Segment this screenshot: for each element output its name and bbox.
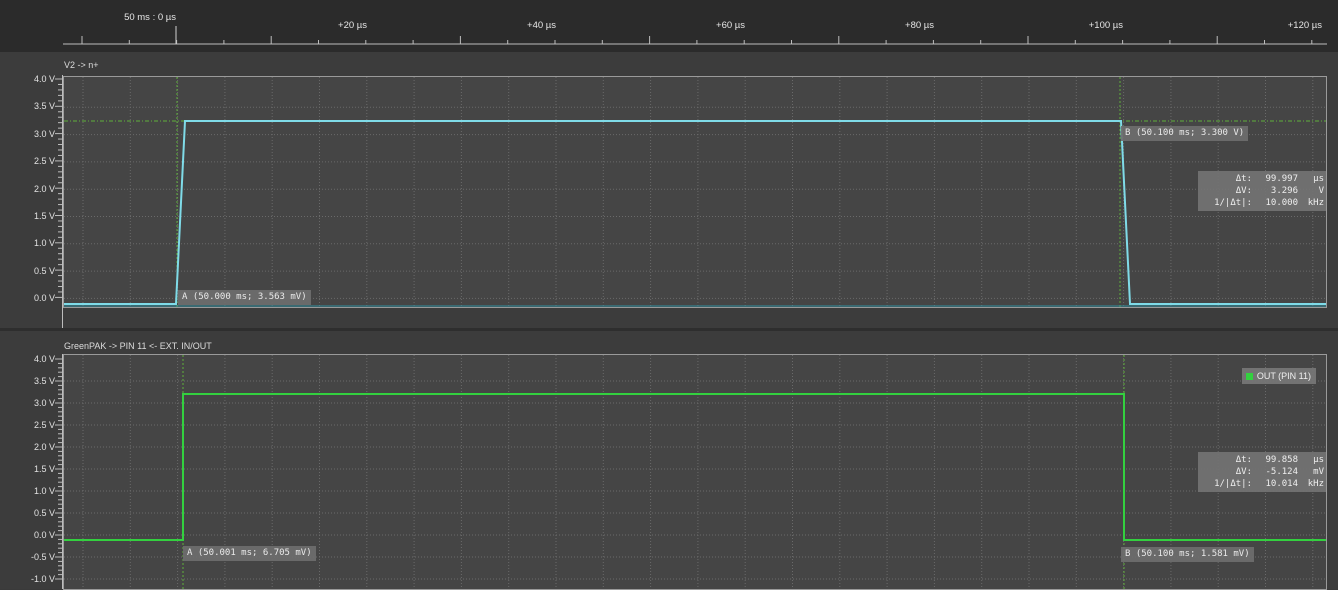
dv-key: ΔV:: [1235, 186, 1252, 196]
dv-unit: mV: [1313, 467, 1324, 477]
time-tick-label: +20 µs: [338, 20, 367, 31]
time-tick-label: +40 µs: [527, 20, 556, 31]
freq-value: 10.014: [1265, 479, 1298, 489]
waveform-trace-line: [64, 120, 1326, 305]
y-tick-label: 3.0 V: [33, 398, 55, 408]
y-tick-label: 1.5 V: [33, 211, 55, 221]
time-ruler-ticks: [63, 26, 1327, 45]
y-tick-label: 0.0 V: [33, 530, 55, 540]
time-tick-label: +80 µs: [905, 20, 934, 31]
y-tick-label: 2.5 V: [33, 420, 55, 430]
legend-swatch: [1245, 372, 1253, 380]
dv-unit: V: [1318, 186, 1324, 196]
panel-divider[interactable]: [0, 328, 1338, 331]
freq-unit: kHz: [1307, 479, 1324, 489]
dt-value: 99.858: [1265, 455, 1298, 465]
cursor-b-label[interactable]: B (50.100 ms; 1.581 mV): [1121, 547, 1254, 562]
time-ruler[interactable]: 50 ms : 0 µs +20 µs +40 µs +60 µs +80 µs…: [0, 0, 1338, 52]
y-tick-label: 2.0 V: [33, 442, 55, 452]
y-tick-label: 1.5 V: [33, 464, 55, 474]
panel-title: GreenPAK -> PIN 11 <- EXT. IN/OUT: [64, 341, 212, 351]
y-axis: 4.0 V 3.5 V 3.0 V 2.5 V 2.0 V 1.5 V 1.0 …: [0, 354, 63, 589]
y-tick-label: 3.5 V: [33, 101, 55, 111]
y-tick-label: 4.0 V: [33, 74, 55, 84]
y-tick-label: 2.0 V: [33, 184, 55, 194]
legend-item[interactable]: OUT (PIN 11): [1241, 368, 1316, 384]
dv-value: -5.124: [1265, 467, 1298, 477]
freq-key: 1/|Δt|:: [1214, 198, 1252, 208]
channel-panel-v2: V2 -> n+ 4.0 V 3.5 V 3.0 V 2.5 V 2.0 V 1…: [0, 52, 1338, 331]
y-axis: 4.0 V 3.5 V 3.0 V 2.5 V 2.0 V 1.5 V 1.0 …: [0, 74, 63, 331]
y-tick-label: -0.5 V: [30, 552, 55, 562]
time-origin-label: 50 ms : 0 µs: [124, 12, 176, 23]
dv-key: ΔV:: [1235, 467, 1252, 477]
time-tick-label: +60 µs: [716, 20, 745, 31]
y-tick-label: 1.0 V: [33, 238, 55, 248]
freq-value: 10.000: [1265, 198, 1298, 208]
dt-key: Δt:: [1235, 455, 1252, 465]
cursor-a-label[interactable]: A (50.001 ms; 6.705 mV): [183, 546, 316, 561]
waveform-trace-line: [64, 393, 1326, 541]
cursor-b-label[interactable]: B (50.100 ms; 3.300 V): [1121, 126, 1249, 141]
y-tick-label: 0.0 V: [33, 293, 55, 303]
y-tick-label: 3.0 V: [33, 129, 55, 139]
cursor-a-label[interactable]: A (50.000 ms; 3.563 mV): [178, 290, 311, 305]
legend-label: OUT (PIN 11): [1256, 371, 1311, 381]
dt-key: Δt:: [1235, 174, 1252, 184]
waveform-plot[interactable]: A (50.000 ms; 3.563 mV) B (50.100 ms; 3.…: [63, 76, 1327, 308]
dt-value: 99.997: [1265, 174, 1298, 184]
channel-panel-greenpak: GreenPAK -> PIN 11 <- EXT. IN/OUT 4.0 V …: [0, 331, 1338, 590]
waveform-trace-v2: [64, 77, 1326, 307]
waveform-plot[interactable]: OUT (PIN 11) A (50.001 ms; 6.705 mV) B (…: [63, 354, 1327, 590]
y-tick-label: -1.0 V: [30, 574, 55, 584]
measurement-box: Δt: 99.858 µs ΔV: -5.124 mV 1/|Δt|: 10.014 kHz: [1198, 452, 1326, 492]
y-tick-label: 4.0 V: [33, 354, 55, 364]
dt-unit: µs: [1313, 455, 1324, 465]
y-tick-label: 0.5 V: [33, 266, 55, 276]
dt-unit: µs: [1313, 174, 1324, 184]
y-tick-label: 0.5 V: [33, 508, 55, 518]
y-tick-label: 1.0 V: [33, 486, 55, 496]
y-tick-label: 3.5 V: [33, 376, 55, 386]
freq-key: 1/|Δt|:: [1214, 479, 1252, 489]
time-tick-label: +100 µs: [1088, 20, 1123, 31]
y-tick-label: 2.5 V: [33, 156, 55, 166]
freq-unit: kHz: [1307, 198, 1324, 208]
panel-title: V2 -> n+: [64, 60, 99, 70]
measurement-box: Δt: 99.997 µs ΔV: 3.296 V 1/|Δt|: 10.000 kHz: [1198, 171, 1326, 211]
dv-value: 3.296: [1270, 186, 1298, 196]
grid: [64, 77, 1326, 307]
time-tick-label: +120 µs: [1287, 20, 1322, 31]
